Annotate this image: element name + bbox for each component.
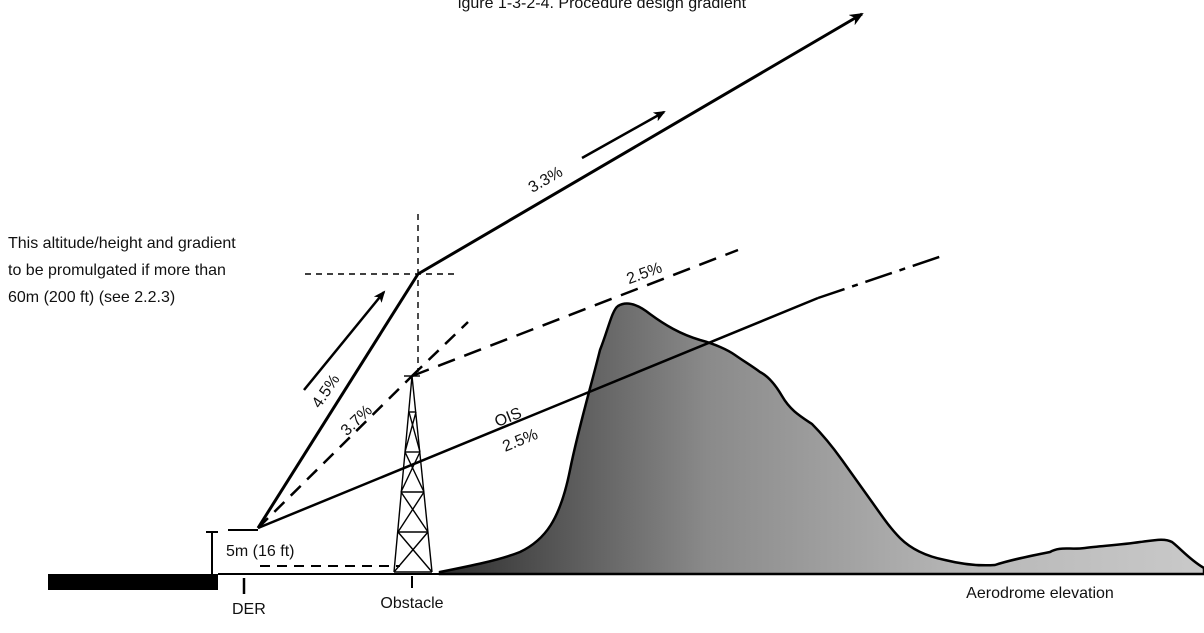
label-ois: OIS <box>492 405 524 431</box>
terrain-mountain <box>438 302 1204 576</box>
gradient-2-5-upper-dashed <box>411 248 739 378</box>
gradient-3-7-dashed <box>257 375 413 529</box>
ois-line-extension <box>817 254 943 300</box>
annotation-line-3: 60m (200 ft) (see 2.2.3) <box>8 289 175 306</box>
climb-path-4-5 <box>256 273 420 529</box>
label-aerodrome-elevation: Aerodrome elevation <box>966 585 1114 602</box>
label-der: DER <box>232 601 266 618</box>
label-ois-gradient: 2.5% <box>500 426 540 455</box>
ois-line <box>257 296 819 530</box>
label-gradient-3-7: 3.7% <box>338 402 376 440</box>
direction-arrow-4-5 <box>303 290 386 391</box>
direction-arrow-3-3 <box>581 110 666 160</box>
gradient-3-7-dashed-extension <box>411 321 469 377</box>
annotation-line-2: to be promulgated if more than <box>8 262 226 279</box>
label-obstacle: Obstacle <box>380 595 443 612</box>
obstacle-tower <box>393 375 433 573</box>
label-gradient-2-5-upper: 2.5% <box>624 260 664 288</box>
figure-title: igure 1-3-2-4. Procedure design gradient <box>458 0 747 12</box>
annotation-line-1: This altitude/height and gradient <box>8 235 236 252</box>
runway <box>48 574 218 590</box>
climb-path-3-3 <box>417 12 864 276</box>
label-height-der: 5m (16 ft) <box>226 543 294 560</box>
